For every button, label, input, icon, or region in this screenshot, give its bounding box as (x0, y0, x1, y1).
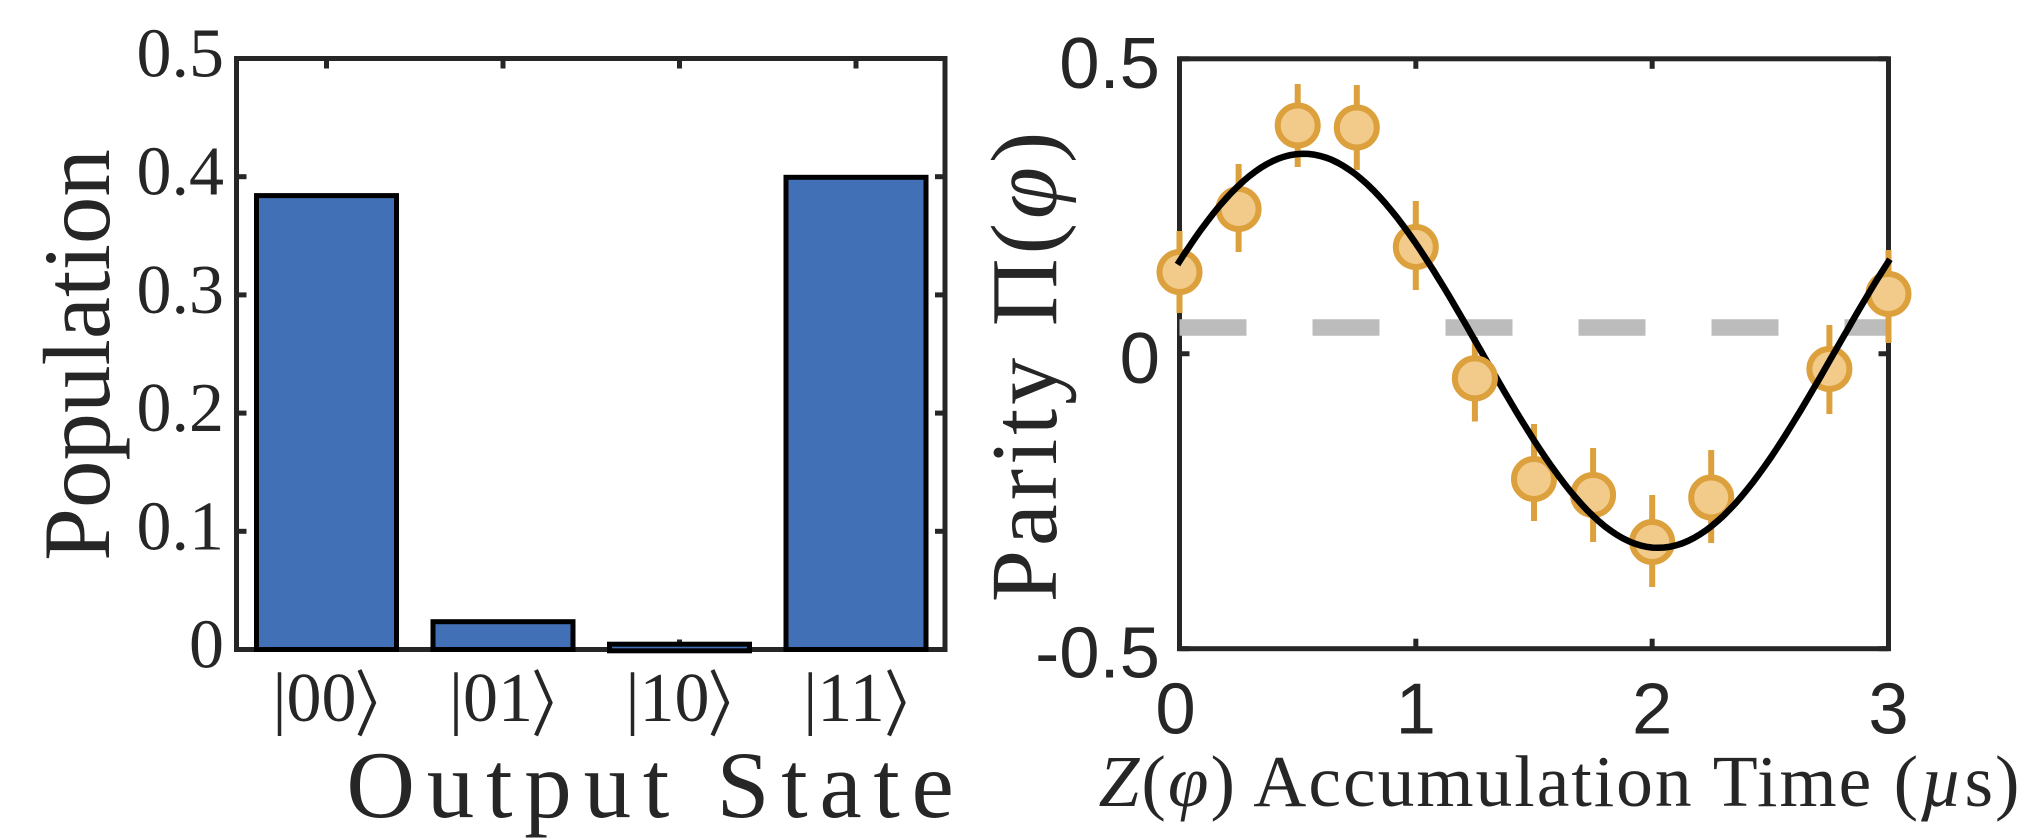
svg-text:0.5: 0.5 (1059, 23, 1160, 104)
svg-text:|00: |00 (272, 660, 356, 737)
svg-text:|01: |01 (449, 660, 533, 737)
svg-text:0.3: 0.3 (137, 252, 225, 329)
svg-text:|11: |11 (803, 660, 884, 737)
svg-text:0: 0 (189, 607, 224, 684)
svg-text:Parity Π(φ): Parity Π(φ) (973, 128, 1077, 603)
svg-text:-0.5: -0.5 (1035, 613, 1160, 694)
svg-text:0: 0 (1155, 669, 1195, 750)
svg-text:|10: |10 (625, 660, 709, 737)
svg-text:1: 1 (1396, 669, 1436, 750)
svg-text:0.4: 0.4 (137, 134, 225, 211)
svg-text:3: 3 (1868, 669, 1908, 750)
svg-text:Population: Population (24, 149, 130, 561)
svg-text:0.1: 0.1 (137, 488, 225, 565)
svg-text:2: 2 (1632, 669, 1672, 750)
svg-text:Z(φ) Accumulation Time (µs): Z(φ) Accumulation Time (µs) (1098, 741, 2021, 822)
svg-text:Output State: Output State (346, 732, 965, 838)
svg-text:0.2: 0.2 (137, 370, 225, 447)
svg-text:0.5: 0.5 (137, 16, 225, 93)
svg-text:0: 0 (1120, 318, 1160, 399)
